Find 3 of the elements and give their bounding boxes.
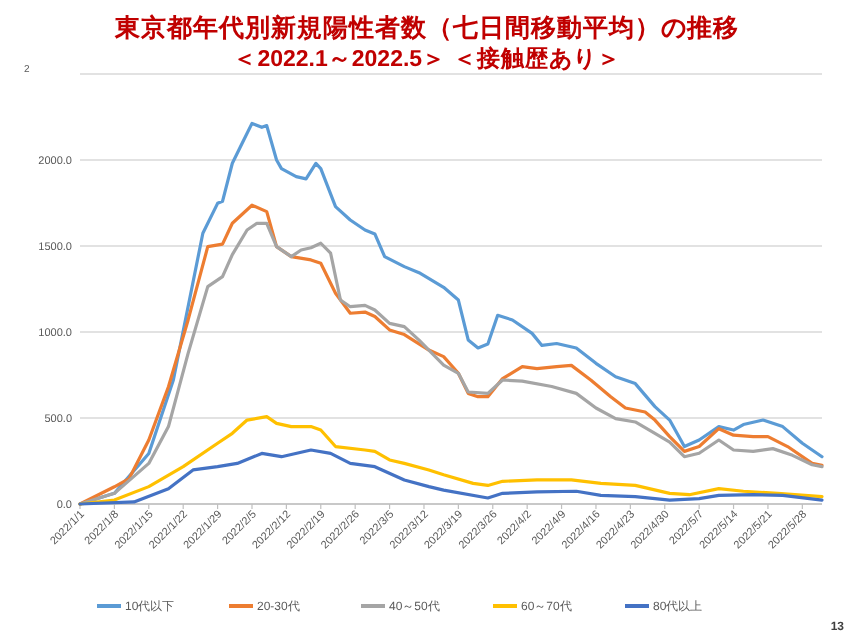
chart-title: 東京都年代別新規陽性者数（七日間移動平均）の推移	[113, 12, 739, 42]
line-series	[78, 448, 824, 506]
chart-subtitle: ＜2022.1～2022.5＞ ＜接触歴あり＞	[233, 44, 621, 72]
